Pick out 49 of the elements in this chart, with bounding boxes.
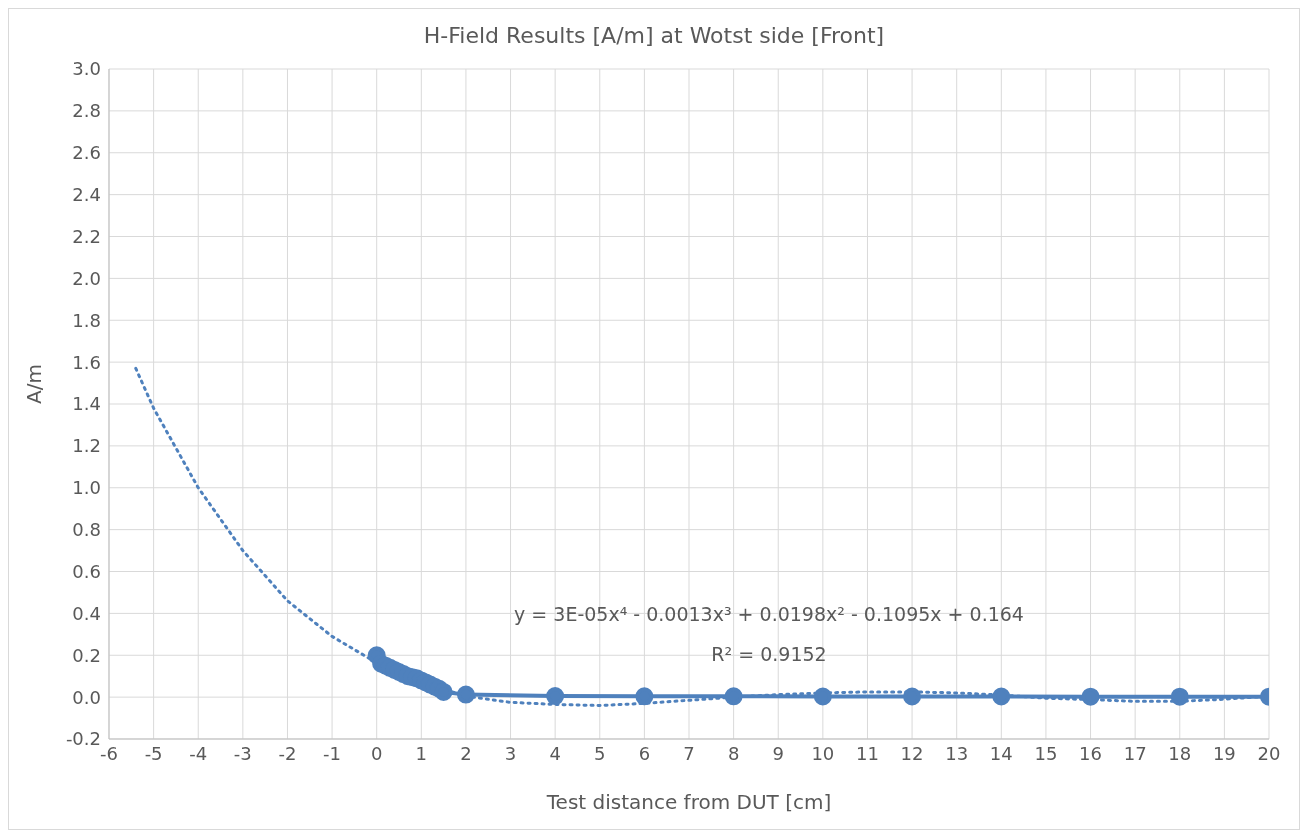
y-tick-label: 3.0 bbox=[72, 58, 101, 80]
x-tick-label: -3 bbox=[233, 742, 252, 764]
chart-title: H-Field Results [A/m] at Wotst side [Front] bbox=[422, 23, 886, 48]
x-tick-label: -4 bbox=[189, 742, 208, 764]
y-tick-label: 1.2 bbox=[72, 435, 101, 457]
x-tick-label: 12 bbox=[900, 742, 924, 764]
x-tick-label: 5 bbox=[594, 742, 606, 764]
x-tick-label: 18 bbox=[1168, 742, 1192, 764]
y-tick-label: 0.0 bbox=[72, 686, 101, 708]
x-tick-label: 20 bbox=[1257, 742, 1281, 764]
x-tick-label: -6 bbox=[100, 742, 118, 764]
x-tick-label: 10 bbox=[811, 742, 835, 764]
x-tick-label: -1 bbox=[323, 742, 342, 764]
y-tick-label: 0.6 bbox=[72, 560, 101, 582]
annotation: R² = 0.9152 bbox=[710, 643, 828, 665]
x-tick-label: 3 bbox=[504, 742, 517, 764]
x-tick-label: 13 bbox=[945, 742, 969, 764]
x-tick-label: 14 bbox=[989, 742, 1013, 764]
annotation: y = 3E-05x⁴ - 0.0013x³ + 0.0198x² - 0.1095x + 0.164 bbox=[513, 603, 1025, 625]
x-axis-title: Test distance from DUT [cm] bbox=[545, 790, 832, 814]
x-tick-label: 9 bbox=[772, 742, 784, 764]
y-tick-label: 1.6 bbox=[72, 351, 101, 373]
x-tick-label: -2 bbox=[278, 742, 297, 764]
x-tick-label: 7 bbox=[683, 742, 695, 764]
x-tick-label: 17 bbox=[1123, 742, 1147, 764]
x-tick-label: 6 bbox=[638, 742, 651, 764]
x-tick-label: 19 bbox=[1212, 742, 1236, 764]
y-axis-title: A/m bbox=[22, 364, 47, 404]
x-tick-label: 15 bbox=[1034, 742, 1058, 764]
x-tick-label: 1 bbox=[415, 742, 428, 764]
y-tick-label: 1.4 bbox=[72, 393, 101, 415]
y-tick-label: 2.6 bbox=[72, 142, 101, 164]
y-tick-label: 1.8 bbox=[72, 309, 101, 331]
x-tick-label: 11 bbox=[856, 742, 879, 764]
x-tick-label: -5 bbox=[144, 742, 163, 764]
y-tick-label: 0.4 bbox=[72, 602, 101, 624]
x-tick-label: 2 bbox=[460, 742, 472, 764]
y-tick-label: 1.0 bbox=[72, 477, 101, 499]
y-tick-label: 2.2 bbox=[72, 225, 101, 247]
y-tick-label: 2.8 bbox=[72, 100, 101, 122]
x-tick-label: 0 bbox=[370, 742, 383, 764]
x-tick-label: 8 bbox=[727, 742, 740, 764]
y-tick-label: -0.2 bbox=[65, 728, 101, 750]
y-tick-label: 2.4 bbox=[72, 184, 101, 206]
x-tick-label: 4 bbox=[549, 742, 561, 764]
y-tick-label: 0.8 bbox=[72, 519, 101, 541]
y-tick-label: 0.2 bbox=[72, 644, 101, 666]
x-tick-label: 16 bbox=[1079, 742, 1102, 764]
y-tick-label: 2.0 bbox=[72, 267, 101, 289]
